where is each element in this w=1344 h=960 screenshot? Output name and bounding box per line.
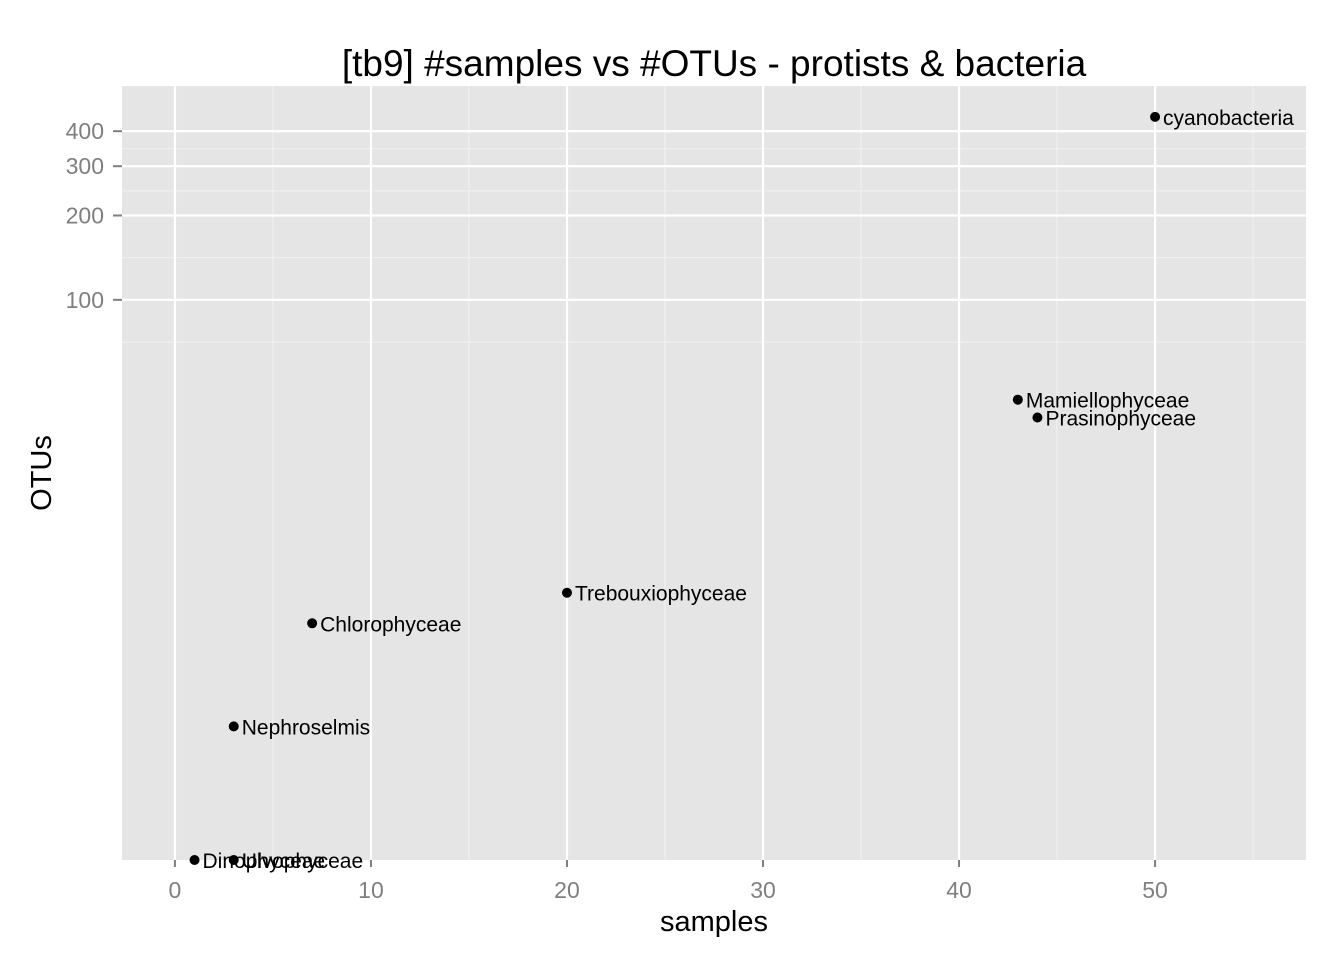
data-point-label: Ulvophyceae	[242, 850, 363, 873]
data-point-label: Chlorophyceae	[320, 613, 461, 636]
x-tick-label: 20	[554, 877, 580, 903]
data-point-label: Nephroselmis	[242, 716, 370, 739]
x-tick-label: 50	[1142, 877, 1168, 903]
y-tick-label: 400	[66, 118, 104, 144]
x-tick-label: 40	[946, 877, 972, 903]
x-tick-label: 0	[169, 877, 182, 903]
data-point	[307, 618, 318, 629]
y-axis-title: OTUs	[26, 435, 58, 511]
x-axis-title: samples	[660, 906, 768, 938]
data-point-labels: cyanobacteria MamiellophyceaePrasinophyce…	[203, 107, 1295, 873]
data-point	[228, 855, 239, 865]
data-point	[1032, 412, 1043, 423]
data-point	[1012, 394, 1023, 405]
plot-panel	[122, 86, 1306, 860]
x-tick-label: 10	[358, 877, 384, 903]
y-tick-label: 300	[66, 153, 104, 179]
major-gridlines	[122, 86, 1306, 860]
data-point-label: cyanobacteria	[1163, 107, 1294, 130]
data-point	[1150, 111, 1161, 122]
y-axis: 100 200 300 400	[66, 118, 122, 313]
x-tick-label: 30	[750, 877, 776, 903]
data-point-label: Prasinophyceae	[1045, 408, 1196, 431]
data-point-label: Trebouxiophyceae	[575, 583, 747, 606]
x-axis: 0 10 20 30 40 50	[169, 860, 1168, 903]
data-point-label: Mamiellophyceae	[1026, 390, 1189, 413]
data-point	[228, 721, 239, 732]
y-tick-label: 100	[66, 287, 104, 313]
data-point-label: Dinophyceae	[203, 850, 326, 873]
chart-title: [tb9] #samples vs #OTUs - protists & bac…	[342, 43, 1087, 84]
data-points	[189, 111, 1161, 865]
data-point	[561, 587, 572, 598]
y-tick-label: 200	[66, 203, 104, 229]
data-point	[189, 855, 200, 865]
